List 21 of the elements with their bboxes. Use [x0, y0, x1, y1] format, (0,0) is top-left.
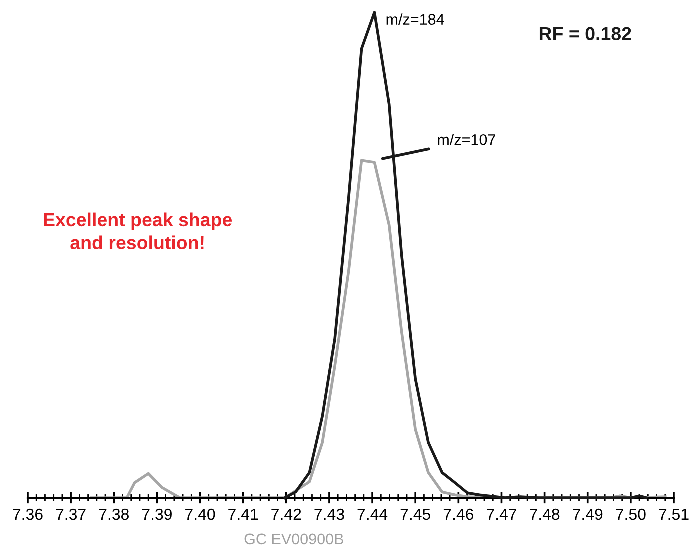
x-tick-label: 7.41 — [228, 509, 258, 520]
x-tick-label: 7.46 — [444, 508, 474, 520]
x-tick-label: 7.51 — [659, 509, 689, 520]
series-label: m/z=184 — [386, 14, 444, 25]
x-tick-label: 7.50 — [616, 508, 646, 520]
x-tick-label: 7.49 — [573, 508, 603, 520]
x-tick-label: 7.37 — [56, 508, 86, 520]
text: GC EV00900B — [244, 534, 344, 545]
x-tick-label: 7.44 — [358, 509, 388, 520]
x-tick-label: 7.42 — [272, 508, 302, 520]
annotation: RF = 0.182 — [540, 27, 632, 41]
x-tick-label: 7.36 — [13, 508, 43, 520]
x-tick-label: 7.43 — [314, 508, 344, 520]
x-tick-label: 7.47 — [487, 509, 516, 520]
x-tick-label: 7.38 — [99, 508, 129, 520]
x-tick-label: 7.45 — [400, 509, 430, 520]
text: m/z=107 — [438, 134, 496, 146]
x-tick-label: 7.48 — [530, 508, 560, 520]
annotation: Excellent peak shape and resolution! — [44, 212, 232, 250]
x-tick-label: 7.39 — [142, 508, 172, 520]
x-tick-label: 7.40 — [186, 508, 216, 520]
